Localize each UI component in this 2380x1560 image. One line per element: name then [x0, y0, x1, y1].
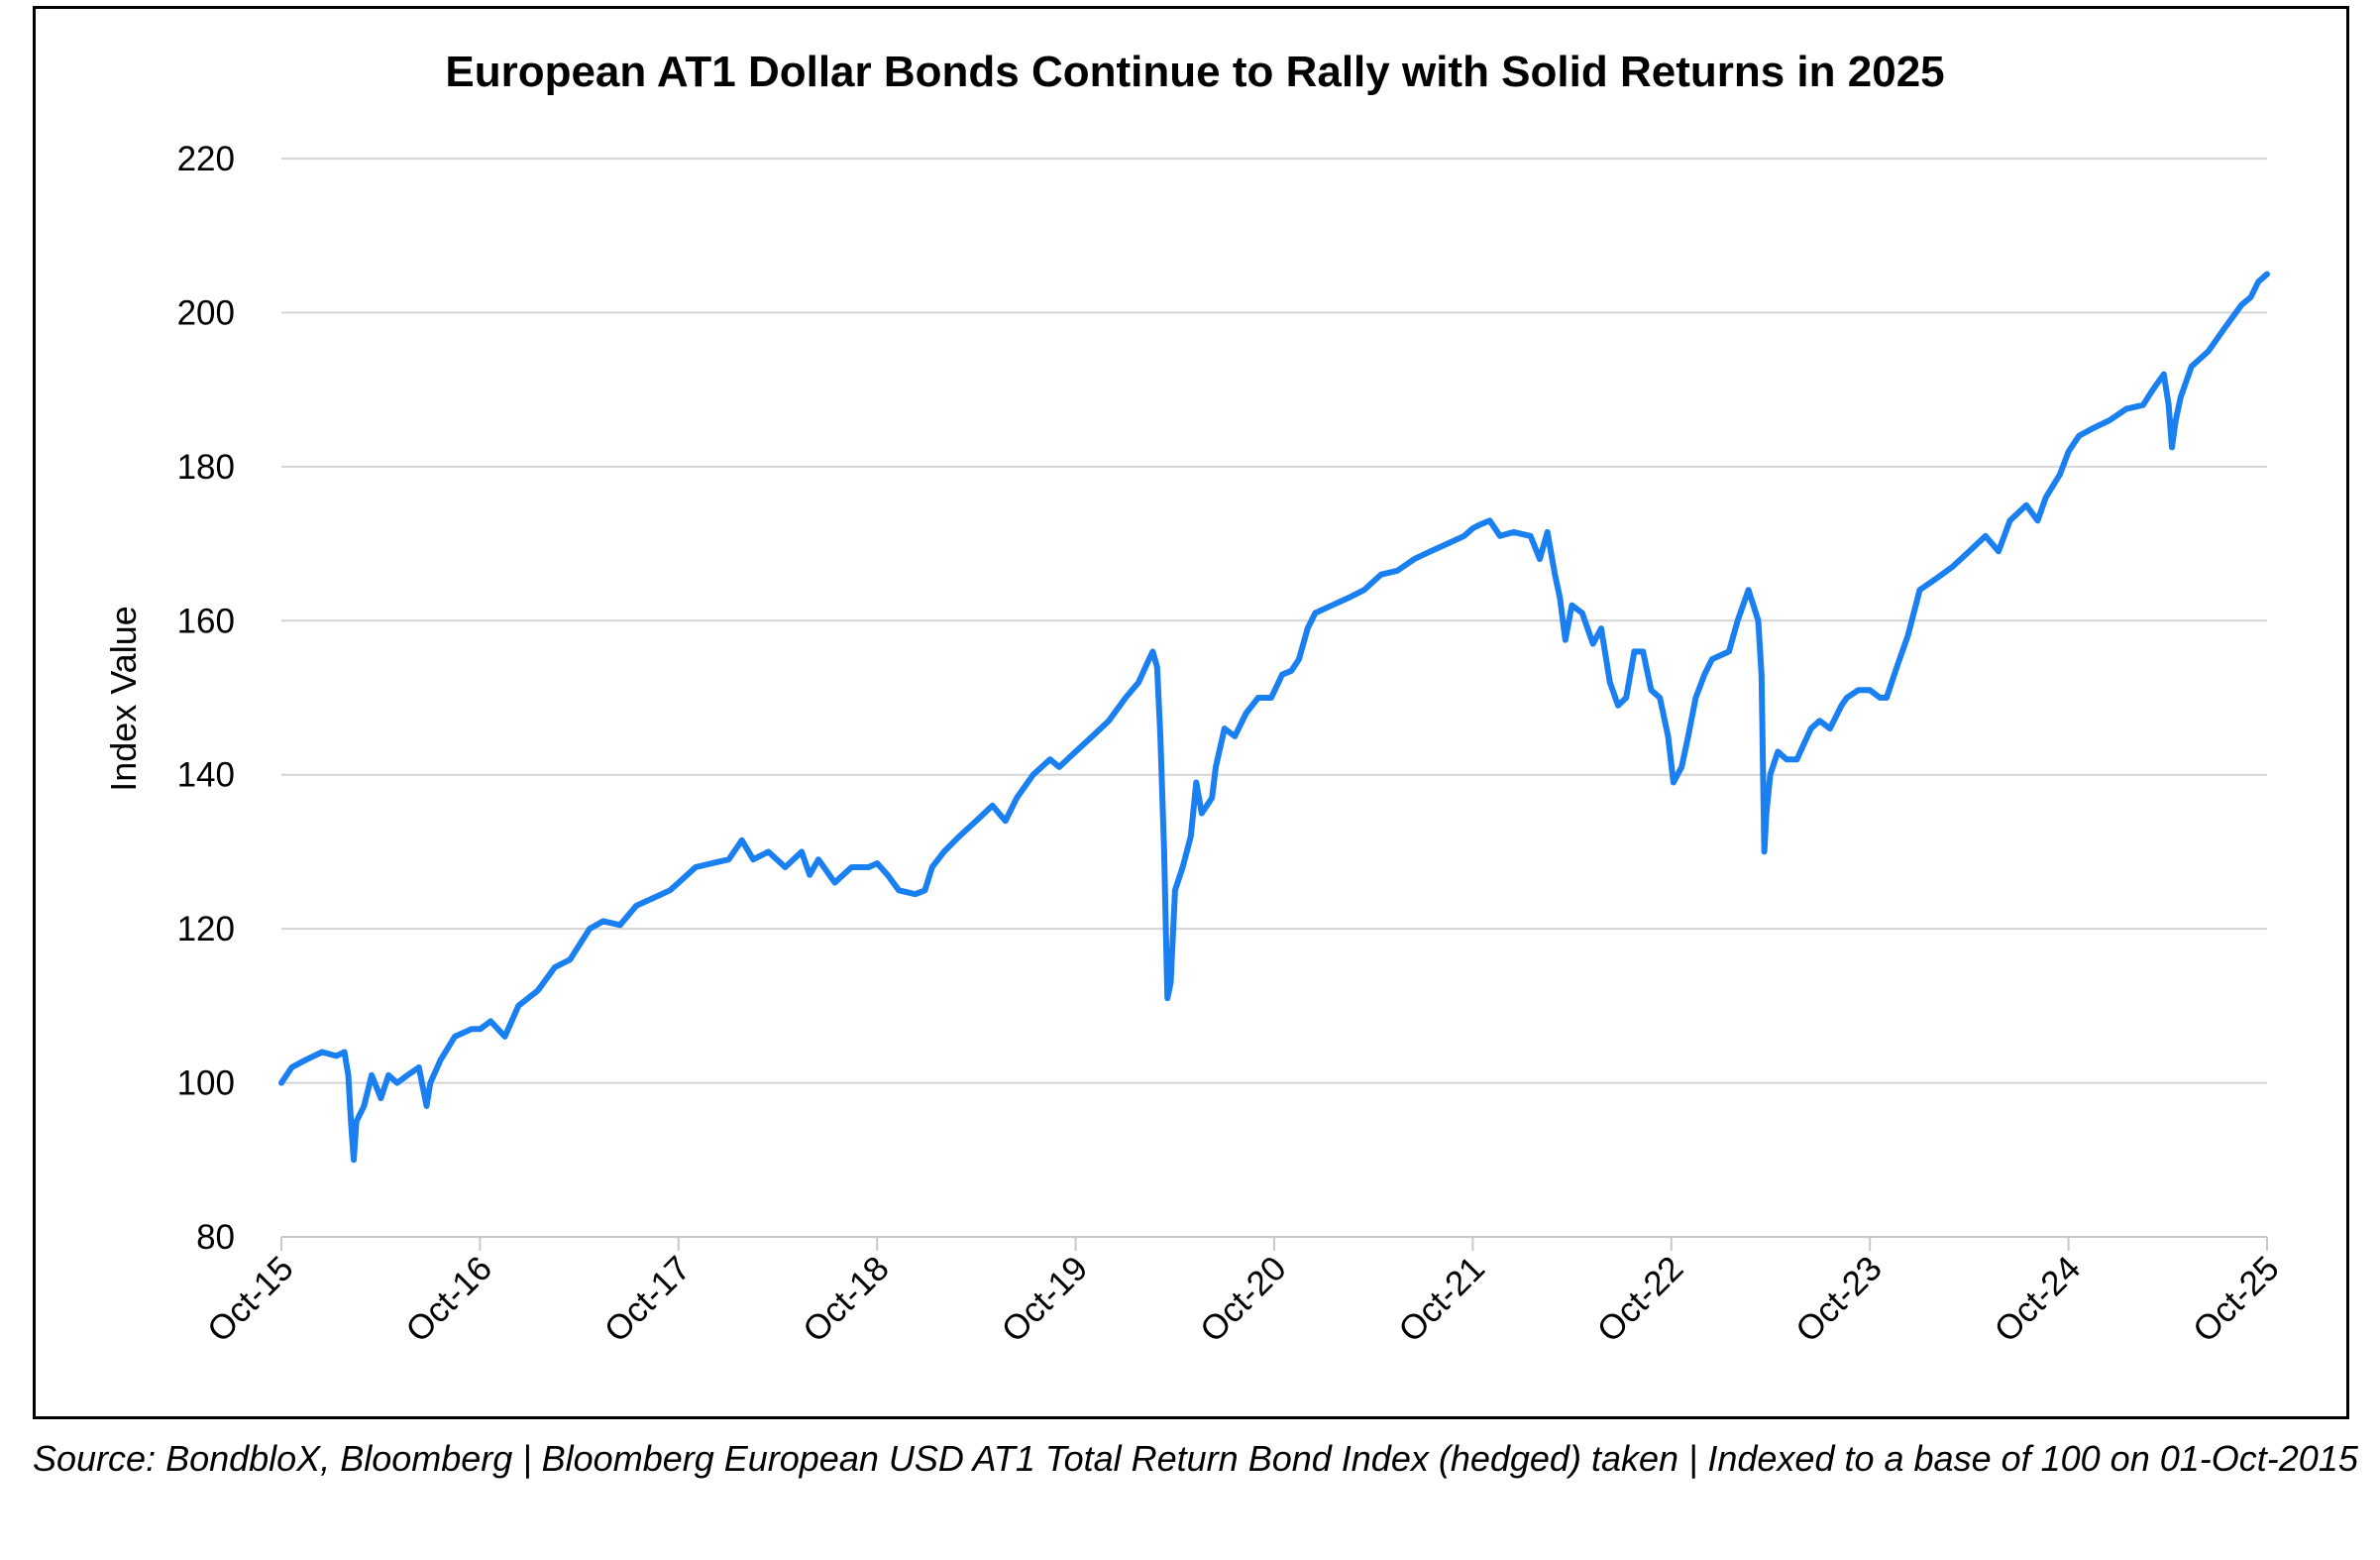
series-layer	[278, 271, 2270, 1164]
y-tick-label: 120	[177, 910, 235, 948]
y-tick-label: 180	[177, 448, 235, 487]
y-tick-label: 160	[177, 602, 235, 640]
x-tick-label: Oct-18	[796, 1249, 897, 1350]
x-tick-label: Oct-16	[398, 1249, 499, 1350]
y-tick-label: 80	[196, 1218, 235, 1257]
x-tick-label: Oct-22	[1590, 1249, 1691, 1350]
x-tick-label: Oct-23	[1788, 1249, 1890, 1350]
chart-frame	[33, 6, 2349, 1419]
x-tick-label: Oct-15	[200, 1249, 301, 1350]
y-axis-title: Index Value	[103, 606, 144, 791]
x-tick-label: Oct-21	[1391, 1249, 1492, 1350]
x-tick-label: Oct-25	[2186, 1249, 2287, 1350]
gridlines	[281, 158, 2267, 1084]
x-axis	[280, 1236, 2268, 1251]
x-tick-label: Oct-19	[994, 1249, 1095, 1350]
x-tick-labels: Oct-15 Oct-16 Oct-17 Oct-18 Oct-19 Oct-20 Oct-…	[200, 1249, 2287, 1350]
series-line	[278, 271, 2270, 1164]
x-tick-label: Oct-20	[1193, 1249, 1294, 1350]
x-tick-label: Oct-24	[1987, 1249, 2088, 1350]
y-tick-label: 220	[177, 140, 235, 178]
x-tick-label: Oct-17	[597, 1249, 699, 1350]
chart-title: European AT1 Dollar Bonds Continue to Ra…	[445, 48, 1944, 96]
y-axis: 80 100 120 140 160 180 200 220	[177, 140, 235, 1257]
source-note: Source: BondbloX, Bloomberg | Bloomberg …	[33, 1438, 2358, 1479]
y-tick-label: 200	[177, 293, 235, 332]
y-tick-label: 100	[177, 1064, 235, 1103]
y-tick-label: 140	[177, 756, 235, 795]
